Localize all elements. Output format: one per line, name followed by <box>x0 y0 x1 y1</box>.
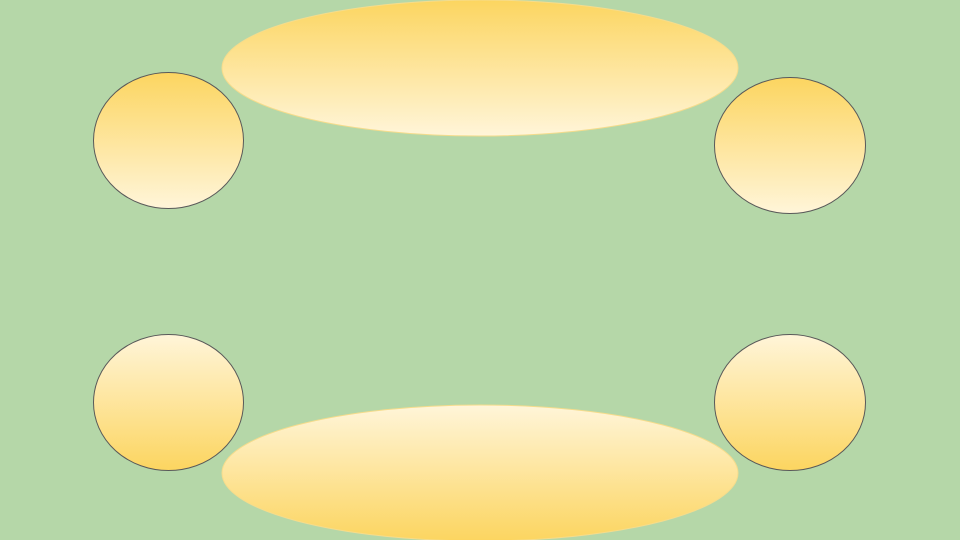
bottom-banner-ellipse <box>221 404 739 540</box>
circle-bottom-right <box>714 334 866 471</box>
circle-top-right <box>714 77 866 214</box>
circle-bottom-left <box>93 334 244 471</box>
top-banner-ellipse <box>221 0 739 137</box>
circle-top-left <box>93 72 244 209</box>
